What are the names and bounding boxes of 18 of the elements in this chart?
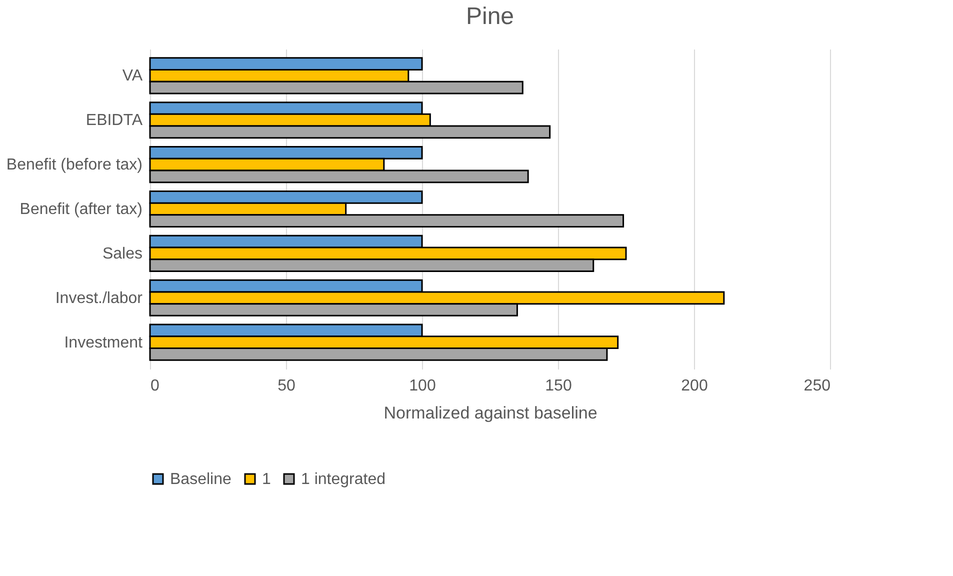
legend-label: Baseline [170,471,232,488]
y-tick-label: Benefit (before tax) [6,156,142,174]
legend-label: 1 integrated [301,471,386,488]
y-tick-label: EBIDTA [86,112,143,130]
legend-label: 1 [262,471,271,488]
x-tick-label: 250 [804,378,831,394]
x-axis-title: Normalized against baseline [384,404,598,422]
y-tick-label: VA [122,68,143,85]
y-tick-label: Sales [102,245,142,262]
chart-title: Pine [466,3,514,30]
y-tick-label: Invest./labor [55,290,144,307]
x-tick-label: 100 [409,378,436,394]
x-tick-label: 150 [545,378,572,394]
x-tick-label: 200 [681,378,708,394]
x-tick-label: 50 [278,378,296,394]
y-tick-label: Benefit (after tax) [20,201,142,218]
x-tick-label: 0 [150,378,160,394]
y-tick-label: Investment [64,334,144,352]
